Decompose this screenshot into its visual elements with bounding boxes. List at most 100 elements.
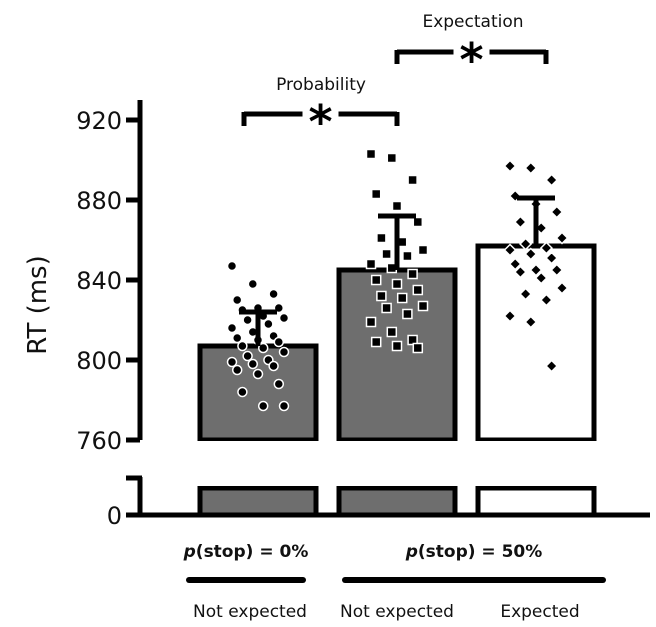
sig-star-backdrop-2	[453, 34, 490, 68]
data-point-bar1	[247, 278, 259, 290]
data-point-bar1	[278, 400, 290, 412]
data-point-bar2	[412, 216, 424, 228]
data-point-bar2	[386, 152, 398, 164]
axis-break-gap-2	[335, 441, 459, 486]
data-point-bar1	[237, 386, 248, 398]
data-point-bar2	[412, 284, 424, 296]
axis-break-gap-3	[474, 441, 598, 486]
data-point-bar3	[503, 159, 517, 173]
data-point-bar3	[524, 315, 538, 329]
data-point-bar3	[550, 263, 564, 277]
x-category-label: Not expected	[193, 602, 307, 622]
data-point-bar2	[365, 148, 377, 160]
data-point-bar3	[545, 173, 559, 187]
data-point-bar3	[545, 251, 559, 265]
data-point-bar1	[273, 336, 285, 348]
significance-star: *	[459, 33, 483, 87]
data-point-bar2	[370, 188, 382, 200]
data-point-bar1	[226, 322, 238, 334]
data-point-bar3	[519, 237, 533, 251]
data-point-bar1	[273, 378, 285, 390]
bar-1	[197, 343, 319, 443]
data-point-bar2	[370, 274, 382, 286]
y-tick-label: 880	[76, 187, 122, 215]
data-point-bar1	[278, 312, 290, 324]
data-point-bar2	[376, 232, 387, 244]
data-point-bar2	[365, 258, 377, 270]
data-point-bar1	[231, 332, 243, 344]
data-point-bar2	[391, 200, 403, 212]
data-point-bar2	[412, 342, 424, 354]
data-point-bar2	[407, 268, 418, 280]
data-point-bar3	[529, 263, 543, 277]
data-point-bar1	[268, 360, 279, 372]
data-point-bar3	[555, 281, 569, 295]
axis-break-gap-1	[196, 441, 320, 486]
data-point-bar1	[257, 400, 269, 412]
x-category-label: Expected	[500, 602, 579, 622]
data-point-bar3	[503, 243, 517, 257]
data-point-bar3	[539, 241, 553, 255]
data-point-bar1	[237, 340, 248, 352]
data-point-bar3	[503, 309, 517, 323]
significance-label: Probability	[276, 75, 366, 95]
data-point-bar2	[396, 292, 408, 304]
bar-3-base	[475, 485, 597, 518]
data-point-bar2	[376, 290, 387, 302]
data-point-bar1	[242, 350, 253, 362]
data-point-bar1	[252, 368, 264, 380]
data-point-bar2	[402, 308, 413, 320]
group-label-50pct: p(stop) = 50%	[405, 542, 543, 562]
data-point-bar2	[407, 174, 418, 186]
p-symbol: p	[405, 542, 418, 562]
data-point-bar3	[550, 205, 564, 219]
bar-2-base	[336, 485, 458, 518]
y-tick-label: 760	[76, 427, 122, 455]
significance-star: *	[308, 95, 332, 149]
y-tick-label: 840	[76, 267, 122, 295]
data-point-bar3	[555, 231, 569, 245]
data-point-bar1	[242, 314, 253, 326]
data-point-bar2	[402, 250, 413, 262]
y-tick-label: 0	[107, 502, 122, 530]
data-point-bar2	[381, 248, 392, 260]
stop-condition: (stop) = 0%	[196, 542, 309, 562]
data-point-bar3	[545, 359, 559, 373]
p-symbol: p	[183, 542, 196, 562]
data-point-bar1	[278, 346, 290, 358]
data-point-bar3	[524, 161, 538, 175]
data-point-bar2	[391, 340, 403, 352]
data-point-bar1	[247, 358, 259, 370]
data-point-bar1	[231, 294, 243, 306]
data-point-bar3	[519, 287, 533, 301]
data-point-bar1	[268, 288, 279, 300]
data-point-bar3	[534, 271, 548, 285]
x-category-label: Not expected	[340, 602, 454, 622]
data-point-bar1	[226, 356, 238, 368]
data-point-bar3	[513, 265, 527, 279]
y-tick-label: 800	[76, 347, 122, 375]
data-point-bar1	[226, 260, 238, 272]
data-point-bar3	[539, 293, 553, 307]
stop-condition: (stop) = 50%	[418, 542, 542, 562]
significance-label: Expectation	[422, 12, 523, 32]
data-point-bar1	[263, 318, 274, 330]
y-tick-label: 920	[76, 107, 122, 135]
data-point-bar1	[231, 364, 243, 376]
data-point-bar1	[257, 342, 269, 354]
data-point-bar2	[381, 302, 392, 314]
data-point-bar2	[417, 244, 429, 256]
y-axis-title: RT (ms)	[23, 255, 53, 354]
group-label-0pct: p(stop) = 0%	[183, 542, 309, 562]
data-point-bar3	[513, 215, 527, 229]
bar-1-base	[197, 485, 319, 518]
data-point-bar2	[365, 316, 377, 328]
data-point-bar2	[386, 326, 398, 338]
sig-star-backdrop-1	[302, 96, 339, 130]
data-point-bar2	[391, 278, 403, 290]
data-point-bar3	[524, 247, 538, 261]
data-point-bar3	[508, 257, 522, 271]
data-point-bar2	[417, 300, 429, 312]
data-point-bar2	[370, 336, 382, 348]
